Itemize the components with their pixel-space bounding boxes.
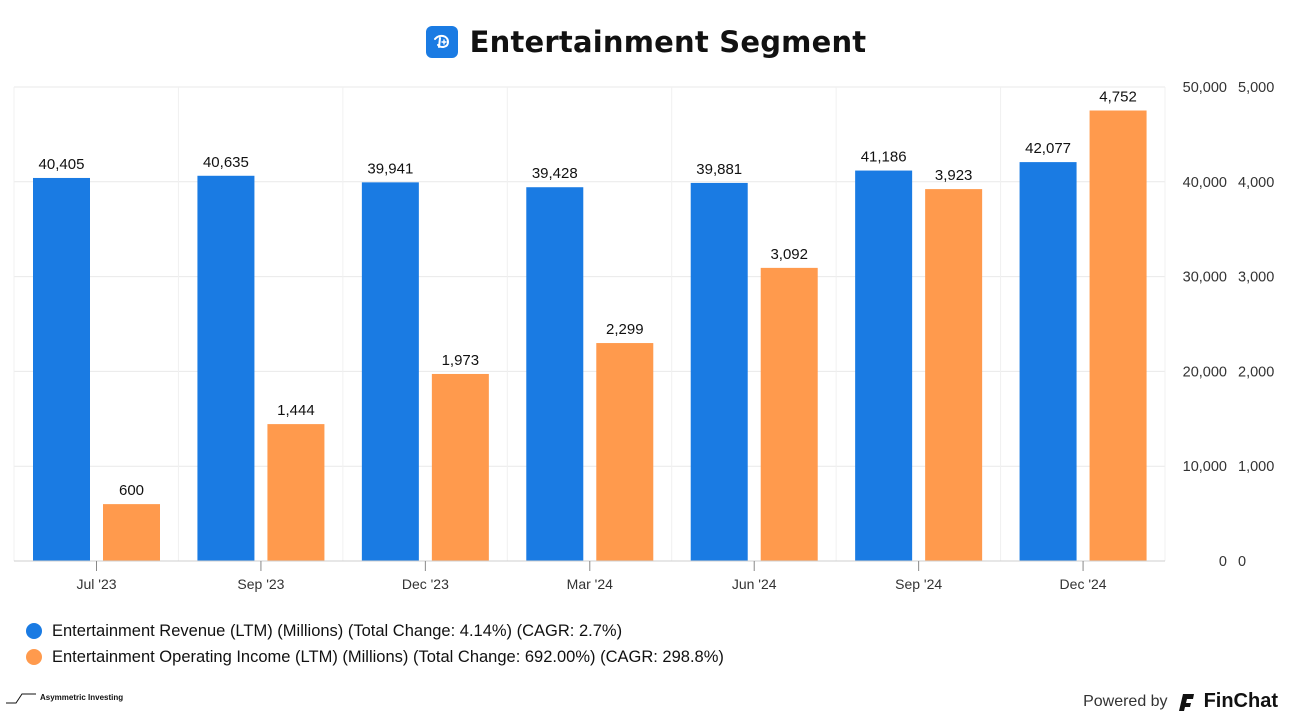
y-tick-label-primary: 0 [1219,554,1227,570]
credit-watermark: Asymmetric Investing [6,690,123,704]
legend-marker-revenue [26,623,42,639]
bar-revenue [526,187,584,561]
bar-operating-income [1089,110,1147,561]
y-tick-label-primary: 40,000 [1183,175,1227,191]
disney-plus-logo-icon [425,26,458,58]
data-label-revenue: 39,941 [367,160,413,177]
powered-by: Powered by FinChat [1083,690,1278,713]
credit-chart-icon [6,693,36,704]
credit-text: Asymmetric Investing [40,692,124,702]
bar-operating-income [103,504,160,561]
data-label-operating-income: 1,444 [277,402,315,419]
x-tick-label: Jul '23 [76,576,116,592]
legend-item-revenue[interactable]: Entertainment Revenue (LTM) (Millions) (… [26,618,724,644]
grid-lines [13,86,1166,562]
y-tick-label-secondary: 1,000 [1238,459,1274,475]
data-label-operating-income: 4,752 [1099,89,1137,106]
data-labels: 40,405 600 40,635 1,444 39,941 1,973 39,428 2,2… [39,89,1137,500]
bar-revenue [855,170,913,562]
data-label-operating-income: 600 [119,482,144,499]
bar-revenue [1019,162,1077,561]
data-label-revenue: 39,428 [532,165,578,182]
chart-title: Entertainment Segment [469,25,867,59]
bar-operating-income [596,343,654,561]
y-tick-label-secondary: 4,000 [1238,175,1274,191]
x-tick-label: Dec '23 [402,576,449,592]
data-label-operating-income: 3,923 [935,167,973,184]
x-tick-label: Mar '24 [567,576,613,592]
brand-name: FinChat [1203,690,1278,712]
y-tick-label-secondary: 3,000 [1238,270,1274,286]
bar-revenue [197,175,255,561]
data-label-revenue: 41,186 [861,149,907,166]
data-label-revenue: 39,881 [696,161,742,178]
y-tick-label-secondary: 0 [1238,554,1246,570]
legend: Entertainment Revenue (LTM) (Millions) (… [26,618,724,670]
data-label-revenue: 40,635 [203,154,249,171]
x-tick-label: Sep '23 [237,576,284,592]
bar-revenue [690,182,748,562]
y-tick-label-secondary: 5,000 [1238,80,1274,96]
finchat-logo-icon [1178,693,1194,711]
legend-item-operating-income[interactable]: Entertainment Operating Income (LTM) (Mi… [26,644,724,670]
y-tick-label-primary: 10,000 [1183,459,1227,475]
bar-revenue [33,177,90,561]
legend-label-operating-income: Entertainment Operating Income (LTM) (Mi… [52,647,724,666]
x-tick-label: Dec '24 [1060,576,1107,592]
bar-operating-income [267,424,325,561]
axes: 0 0 10,000 1,000 20,000 2,000 30,000 3,000 40,00… [14,80,1274,592]
y-tick-label-primary: 20,000 [1183,364,1227,380]
bar-operating-income [925,189,983,561]
data-label-revenue: 40,405 [39,156,85,173]
powered-by-label: Powered by [1083,692,1168,710]
bars [33,110,1147,562]
legend-label-revenue: Entertainment Revenue (LTM) (Millions) (… [52,621,623,640]
data-label-operating-income: 2,299 [606,321,644,338]
x-tick-label: Jun '24 [732,576,777,592]
y-tick-label-primary: 30,000 [1183,270,1227,286]
y-tick-label-secondary: 2,000 [1238,364,1274,380]
data-label-revenue: 42,077 [1025,140,1071,157]
bar-operating-income [760,267,818,561]
bar-operating-income [431,373,489,561]
x-tick-label: Sep '24 [895,576,942,592]
bar-revenue [361,182,419,561]
y-tick-label-primary: 50,000 [1183,80,1227,96]
chart-plot: 40,405 600 40,635 1,444 39,941 1,973 39,428 2,2… [13,80,1274,592]
data-label-operating-income: 1,973 [442,352,480,369]
chart-header: Entertainment Segment [0,22,1292,62]
legend-marker-operating-income [26,649,42,665]
data-label-operating-income: 3,092 [770,246,808,263]
